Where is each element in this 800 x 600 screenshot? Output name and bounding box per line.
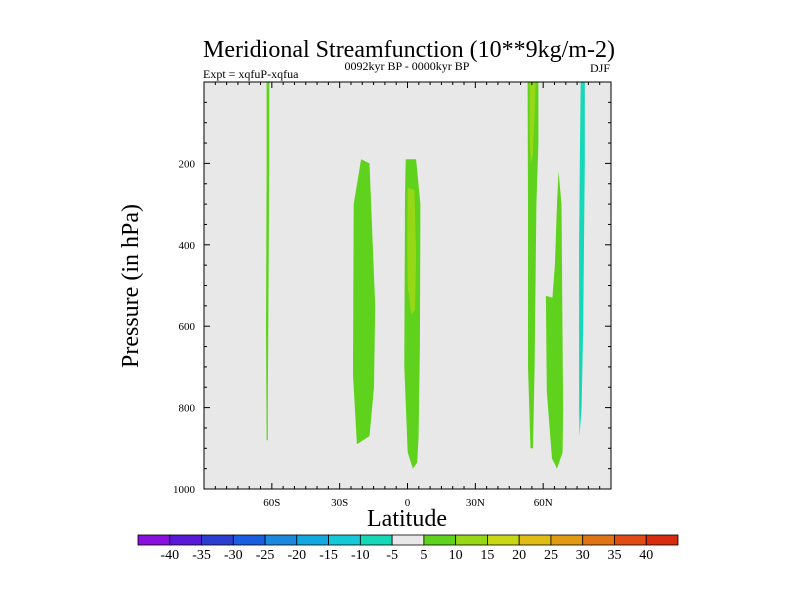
colorbar-label: 25 bbox=[544, 548, 558, 563]
contour-region-1 bbox=[353, 159, 376, 445]
colorbar-swatch bbox=[201, 534, 234, 546]
colorbar-swatch bbox=[518, 534, 552, 546]
colorbar-label: 5 bbox=[420, 548, 427, 563]
colorbar-label: -30 bbox=[224, 548, 243, 563]
colorbar-label: -15 bbox=[319, 548, 338, 563]
y-axis-label: Pressure (in hPa) bbox=[118, 204, 144, 368]
colorbar-label: -40 bbox=[160, 548, 179, 563]
colorbar-label: 40 bbox=[639, 548, 653, 563]
axis-ticks: 60S 30S 0 30N 60N 200 400 600 800 1000 bbox=[173, 82, 611, 509]
colorbar-label: 30 bbox=[576, 548, 590, 563]
colorbar: -40 -35 -30 -25 -20 -15 -10 -5 5 10 15 20 25 30 35 40 bbox=[137, 534, 679, 563]
colorbar-swatch bbox=[359, 534, 393, 546]
colorbar-swatch bbox=[487, 534, 520, 546]
y-tick-label: 1000 bbox=[173, 484, 196, 496]
y-tick-label: 600 bbox=[179, 321, 196, 333]
contour-region-4 bbox=[527, 82, 539, 449]
colorbar-label: 20 bbox=[512, 548, 526, 563]
colorbar-label: -25 bbox=[256, 548, 275, 563]
y-tick-label: 400 bbox=[179, 240, 196, 252]
colorbar-swatch bbox=[582, 534, 615, 546]
colorbar-swatch bbox=[137, 534, 171, 546]
chart-title: Meridional Streamfunction (10**9kg/m-2) bbox=[203, 37, 615, 63]
colorbar-swatch bbox=[296, 534, 329, 546]
contour-region-3 bbox=[407, 187, 417, 314]
x-tick-label: 60N bbox=[534, 497, 553, 509]
colorbar-label: 10 bbox=[449, 548, 463, 563]
colorbar-swatch bbox=[455, 534, 488, 546]
colorbar-label: -5 bbox=[386, 548, 398, 563]
subtitle-left: Expt = xqfuP-xqfua bbox=[203, 67, 299, 81]
colorbar-label: 15 bbox=[480, 548, 494, 563]
subtitle-right: DJF bbox=[590, 61, 610, 75]
colorbar-label: -10 bbox=[351, 548, 370, 563]
contour-region-0 bbox=[266, 82, 270, 441]
colorbar-swatch bbox=[423, 534, 457, 546]
x-tick-label: 0 bbox=[405, 497, 411, 509]
y-tick-label: 200 bbox=[179, 158, 196, 170]
colorbar-swatch bbox=[614, 534, 647, 546]
subtitle-center: 0092kyr BP - 0000kyr BP bbox=[345, 59, 470, 73]
colorbar-swatch bbox=[328, 534, 361, 546]
colorbar-swatch bbox=[169, 534, 202, 546]
colorbar-swatch bbox=[264, 534, 298, 546]
y-tick-label: 800 bbox=[179, 403, 196, 415]
colorbar-label: -35 bbox=[192, 548, 211, 563]
contour-region-6 bbox=[545, 171, 564, 469]
colorbar-swatch bbox=[645, 534, 679, 546]
contour-region-5 bbox=[529, 82, 536, 164]
colorbar-swatch bbox=[391, 534, 425, 546]
colorbar-swatch bbox=[232, 534, 266, 546]
colorbar-label: 35 bbox=[607, 548, 621, 563]
x-axis-label: Latitude bbox=[367, 506, 447, 532]
contour-regions bbox=[266, 82, 585, 469]
contour-region-7 bbox=[579, 82, 585, 437]
colorbar-swatch bbox=[550, 534, 584, 546]
x-tick-label: 30S bbox=[331, 497, 348, 509]
x-tick-label: 60S bbox=[263, 497, 280, 509]
colorbar-label: -20 bbox=[287, 548, 306, 563]
x-tick-label: 30N bbox=[466, 497, 485, 509]
